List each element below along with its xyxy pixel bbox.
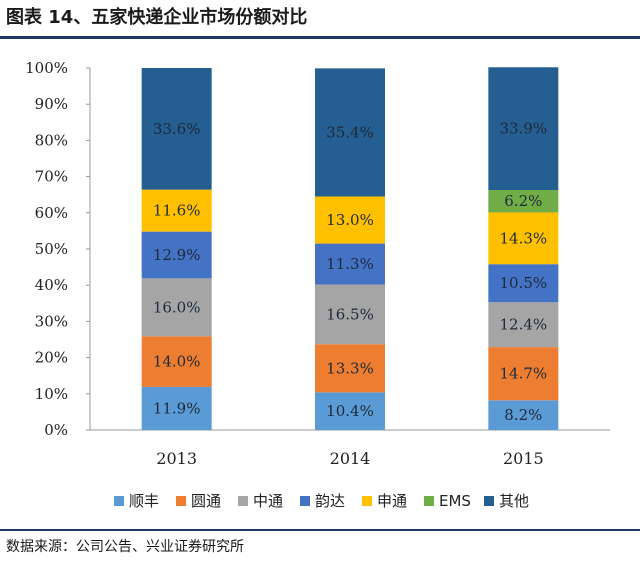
data-label: 35.4% bbox=[326, 123, 374, 141]
bar-segment bbox=[488, 189, 559, 213]
bar-segment bbox=[141, 189, 212, 232]
bar-segment bbox=[488, 347, 559, 401]
bar-segment bbox=[315, 344, 385, 393]
bar-segment bbox=[141, 278, 212, 337]
bar-segment bbox=[141, 231, 212, 279]
data-label: 10.4% bbox=[326, 402, 374, 420]
bar-segment bbox=[315, 392, 385, 430]
x-tick-label: 2014 bbox=[330, 449, 371, 468]
y-tick-label: 0% bbox=[44, 421, 68, 439]
legend-swatch bbox=[484, 496, 494, 506]
y-tick-label: 100% bbox=[25, 59, 68, 77]
data-label: 8.2% bbox=[504, 406, 542, 424]
data-label: 14.0% bbox=[153, 353, 201, 371]
bar-segment bbox=[488, 302, 559, 348]
y-tick-label: 80% bbox=[35, 131, 68, 149]
bar-segment bbox=[141, 336, 212, 387]
bar-segment bbox=[315, 68, 385, 197]
bar-segment bbox=[315, 196, 385, 244]
y-tick-label: 50% bbox=[35, 240, 68, 258]
bar-segment bbox=[488, 212, 559, 265]
source-note: 数据来源：公司公告、兴业证券研究所 bbox=[6, 539, 244, 555]
data-label: 33.9% bbox=[500, 120, 548, 138]
data-label: 11.9% bbox=[153, 399, 201, 417]
data-label: 12.9% bbox=[153, 246, 201, 264]
legend-swatch bbox=[176, 496, 186, 506]
legend-label: 中通 bbox=[253, 492, 283, 510]
legend-label: 韵达 bbox=[315, 492, 345, 510]
legend-label: 顺丰 bbox=[129, 492, 159, 510]
legend-label: 申通 bbox=[377, 492, 407, 510]
page-title: 图表 14、五家快递企业市场份额对比 bbox=[6, 7, 308, 28]
data-label: 14.7% bbox=[500, 365, 548, 383]
legend-swatch bbox=[238, 496, 248, 506]
bar-segment bbox=[488, 67, 559, 190]
data-label: 13.3% bbox=[326, 359, 374, 377]
legend-label: 圆通 bbox=[191, 492, 221, 510]
legend-swatch bbox=[300, 496, 310, 506]
data-label: 14.3% bbox=[500, 229, 548, 247]
y-tick-label: 90% bbox=[35, 95, 68, 113]
y-tick-label: 10% bbox=[35, 385, 68, 403]
bar-segment bbox=[488, 400, 559, 430]
data-label: 11.6% bbox=[153, 202, 201, 220]
legend-swatch bbox=[424, 496, 434, 506]
y-tick-label: 60% bbox=[35, 204, 68, 222]
bottom-divider bbox=[0, 529, 640, 531]
stacked-bar-chart: 0% 10% 20% 30% 40% 50% 60% 70% 80% 90% 100% 11.9% 14… bbox=[25, 59, 610, 510]
y-tick-label: 20% bbox=[35, 349, 68, 367]
legend-swatch bbox=[114, 496, 124, 506]
bar-segment bbox=[315, 284, 385, 345]
data-label: 16.5% bbox=[326, 305, 374, 323]
bar-segment bbox=[315, 243, 385, 285]
x-tick-label: 2013 bbox=[156, 449, 197, 468]
x-tick-label: 2015 bbox=[503, 449, 544, 468]
data-label: 12.4% bbox=[500, 316, 548, 334]
y-tick-label: 30% bbox=[35, 312, 68, 330]
title-divider bbox=[0, 36, 640, 39]
y-tick-label: 40% bbox=[35, 276, 68, 294]
data-label: 13.0% bbox=[326, 211, 374, 229]
data-label: 33.6% bbox=[153, 120, 201, 138]
legend-label: 其他 bbox=[499, 492, 529, 510]
legend-label: EMS bbox=[439, 492, 471, 510]
bar-segment bbox=[141, 386, 212, 430]
bar-segment bbox=[488, 264, 559, 303]
legend-swatch bbox=[362, 496, 372, 506]
data-label: 6.2% bbox=[504, 192, 542, 210]
data-label: 16.0% bbox=[153, 298, 201, 316]
y-tick-label: 70% bbox=[35, 168, 68, 186]
bar-segment bbox=[141, 68, 212, 190]
data-label: 11.3% bbox=[326, 255, 374, 273]
data-label: 10.5% bbox=[500, 274, 548, 292]
